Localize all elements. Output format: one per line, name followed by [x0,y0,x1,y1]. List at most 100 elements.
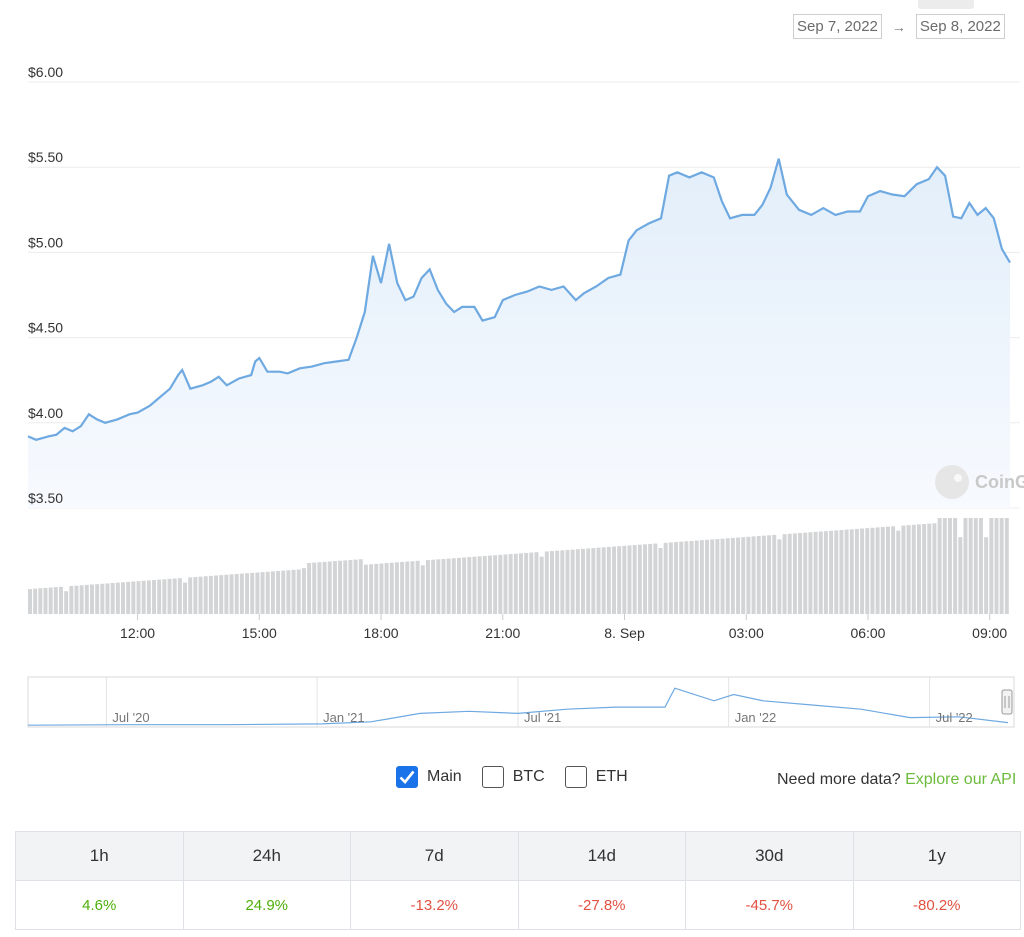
date-from-input[interactable]: Sep 7, 2022 [793,14,882,39]
volume-bar [400,561,405,614]
volume-bar [880,527,885,614]
change-7d: -13.2% [350,880,519,930]
volume-bar [338,560,343,614]
navigator-handle[interactable] [1001,689,1013,715]
volume-bar [565,549,570,614]
volume-bar [141,580,146,614]
btc-checkbox[interactable]: BTC [481,766,545,788]
volume-bar [84,584,89,614]
volume-bar [860,528,865,614]
volume-bar [152,580,157,614]
volume-bar [963,518,968,614]
volume-bar [911,524,916,614]
volume-bar [214,575,219,614]
volume-bar [581,548,585,614]
volume-bar [64,591,69,614]
volume-bar [637,544,642,614]
volume-bar [374,563,379,614]
volume-bar [358,559,363,614]
volume-bar [343,560,348,614]
volume-bar [617,546,622,614]
volume-bar [38,588,43,614]
volume-bar [177,578,182,614]
volume-bar [121,582,125,614]
volume-bar [301,568,306,614]
volume-bar [539,556,544,614]
main-checkbox[interactable]: Main [396,766,462,788]
volume-bar [43,587,48,614]
volume-bar [74,585,79,614]
volume-bar [916,524,921,614]
volume-bar [188,577,193,614]
y-tick-label: $4.00 [28,405,63,421]
range-tab[interactable] [918,0,974,9]
volume-bar [245,573,250,614]
period-7d: 7d [350,831,519,881]
y-tick-label: $6.00 [28,64,63,80]
volume-bar [441,558,446,614]
eth-checkbox[interactable]: ETH [564,766,628,788]
explore-api-link[interactable]: Explore our API [905,771,1017,788]
volume-bar [958,537,963,614]
volume-bar [431,559,436,614]
volume-bar [906,525,911,614]
volume-bar [28,589,32,614]
volume-bar [730,537,735,614]
x-tick-label: 12:00 [120,625,155,641]
volume-bar [131,581,136,614]
volume-bar [462,557,467,614]
x-tick-label: 09:00 [972,625,1007,641]
navigator-label: Jul '20 [112,710,149,725]
volume-bar [875,527,880,614]
price-chart[interactable]: $6.00 $5.50 $5.00 $4.50 $4.00 $3.50 12:00 15:0… [0,40,1024,660]
navigator[interactable]: Jul '20 Jan '21 Jul '21 Jan '22 Jul '22 [0,670,1024,732]
volume-bar [239,573,244,614]
volume-bar [229,574,234,614]
volume-bar [622,545,627,614]
volume-bar [648,543,653,614]
volume-bar [606,546,611,614]
volume-bar [524,552,529,614]
performance-value-row: 4.6% 24.9% -13.2% -27.8% -45.7% -80.2% [15,880,1021,930]
volume-bar [658,547,663,614]
volume-bar [363,564,368,614]
volume-bar [498,554,503,614]
x-tick-label: 06:00 [850,625,885,641]
volume-bar [823,531,828,614]
period-30d: 30d [685,831,854,881]
volume-bar [265,571,270,614]
volume-bar [627,545,632,614]
volume-bar [854,528,859,614]
check-icon[interactable] [396,766,418,788]
volume-bar [286,570,291,614]
volume-bar [922,524,927,614]
y-tick-label: $4.50 [28,320,63,336]
volume-bar [689,540,694,614]
volume-bar [291,569,296,614]
volume-bar [250,572,255,614]
volume-bar [834,530,839,614]
change-24h: 24.9% [182,880,351,930]
volume-bar [756,536,761,614]
volume-bar [456,557,461,614]
volume-bar [870,527,875,614]
volume-bar [487,555,492,614]
navigator-line [27,687,1009,726]
volume-bar [999,518,1004,614]
volume-bar [973,518,978,614]
volume-bar [48,587,53,614]
volume-bar [772,534,777,614]
volume-bar [746,536,751,614]
date-to-input[interactable]: Sep 8, 2022 [915,14,1005,39]
volume-bar [844,529,849,614]
x-tick-label: 03:00 [729,625,764,641]
volume-bar [612,546,616,614]
volume-bar [787,533,792,614]
period-14d: 14d [517,831,686,881]
volume-bar [105,583,110,614]
volume-bar [405,561,410,614]
volume-bar [270,571,275,614]
volume-bar [865,528,870,614]
volume-bar [761,535,766,614]
volume-bar [53,587,58,614]
